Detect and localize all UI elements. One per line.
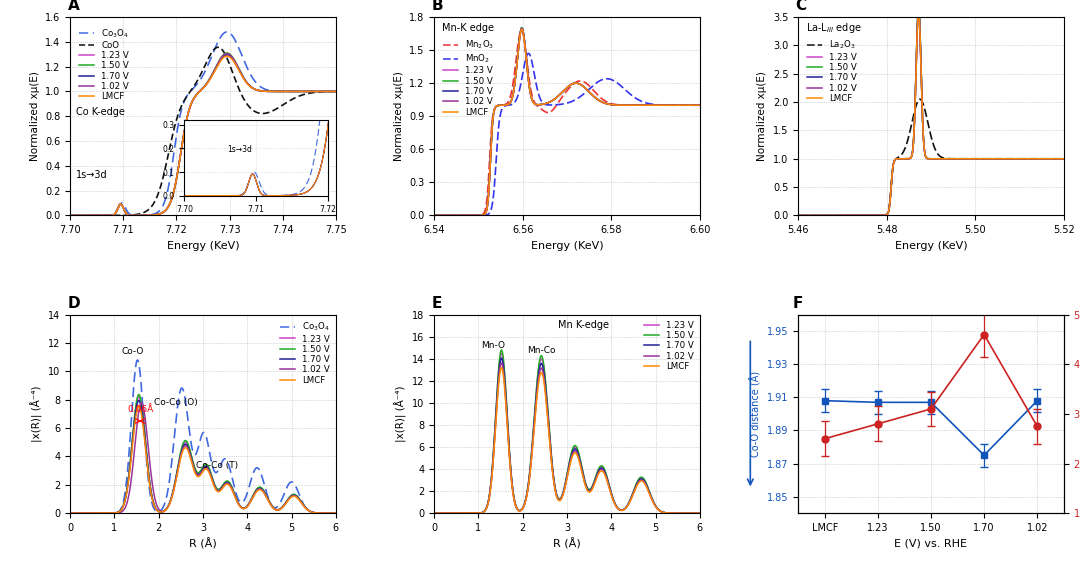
Text: C: C (796, 0, 807, 13)
Text: Mn-Co: Mn-Co (527, 346, 555, 356)
Legend: La$_2$O$_3$, 1.23 V, 1.50 V, 1.70 V, 1.02 V, LMCF: La$_2$O$_3$, 1.23 V, 1.50 V, 1.70 V, 1.0… (805, 37, 859, 104)
Y-axis label: Normalized xμ(E): Normalized xμ(E) (757, 71, 768, 161)
Legend: Co$_3$O$_4$, 1.23 V, 1.50 V, 1.70 V, 1.02 V, LMCF: Co$_3$O$_4$, 1.23 V, 1.50 V, 1.70 V, 1.0… (278, 319, 332, 386)
Legend: Mn$_2$O$_3$, MnO$_2$, 1.23 V, 1.50 V, 1.70 V, 1.02 V, LMCF: Mn$_2$O$_3$, MnO$_2$, 1.23 V, 1.50 V, 1.… (441, 37, 496, 119)
Y-axis label: Co-O distance (Å): Co-O distance (Å) (750, 371, 761, 457)
Text: Co-Co (T): Co-Co (T) (197, 461, 239, 470)
X-axis label: R (Å): R (Å) (189, 539, 217, 550)
Text: E: E (432, 296, 442, 311)
Text: B: B (432, 0, 443, 13)
Legend: 1.23 V, 1.50 V, 1.70 V, 1.02 V, LMCF: 1.23 V, 1.50 V, 1.70 V, 1.02 V, LMCF (642, 319, 696, 373)
Y-axis label: |x(R)| (Å⁻⁴): |x(R)| (Å⁻⁴) (30, 386, 42, 442)
Y-axis label: Normalized xμ(E): Normalized xμ(E) (29, 71, 40, 161)
Text: Co K-edge: Co K-edge (76, 107, 124, 117)
Text: 0.06Å: 0.06Å (126, 405, 153, 414)
Y-axis label: Normalized xμ(E): Normalized xμ(E) (393, 71, 404, 161)
Legend: Co$_3$O$_4$, CoO, 1.23 V, 1.50 V, 1.70 V, 1.02 V, LMCF: Co$_3$O$_4$, CoO, 1.23 V, 1.50 V, 1.70 V… (77, 26, 131, 103)
Y-axis label: |x(R)| (Å⁻⁴): |x(R)| (Å⁻⁴) (394, 386, 406, 442)
Text: A: A (68, 0, 79, 13)
Text: Co-Co (O): Co-Co (O) (154, 399, 198, 408)
Text: D: D (68, 296, 80, 311)
Text: Mn K-edge: Mn K-edge (558, 320, 609, 330)
X-axis label: R (Å): R (Å) (553, 539, 581, 550)
Text: Mn-O: Mn-O (481, 341, 504, 350)
X-axis label: Energy (KeV): Energy (KeV) (894, 241, 968, 251)
X-axis label: E (V) vs. RHE: E (V) vs. RHE (894, 539, 968, 548)
X-axis label: Energy (KeV): Energy (KeV) (166, 241, 240, 251)
X-axis label: Energy (KeV): Energy (KeV) (530, 241, 604, 251)
Text: Co-O: Co-O (121, 348, 144, 357)
Text: F: F (793, 296, 804, 311)
Text: 1s→3d: 1s→3d (76, 170, 107, 180)
Text: La-L$_{III}$ edge: La-L$_{III}$ edge (806, 21, 862, 35)
Text: Mn-K edge: Mn-K edge (442, 23, 495, 33)
